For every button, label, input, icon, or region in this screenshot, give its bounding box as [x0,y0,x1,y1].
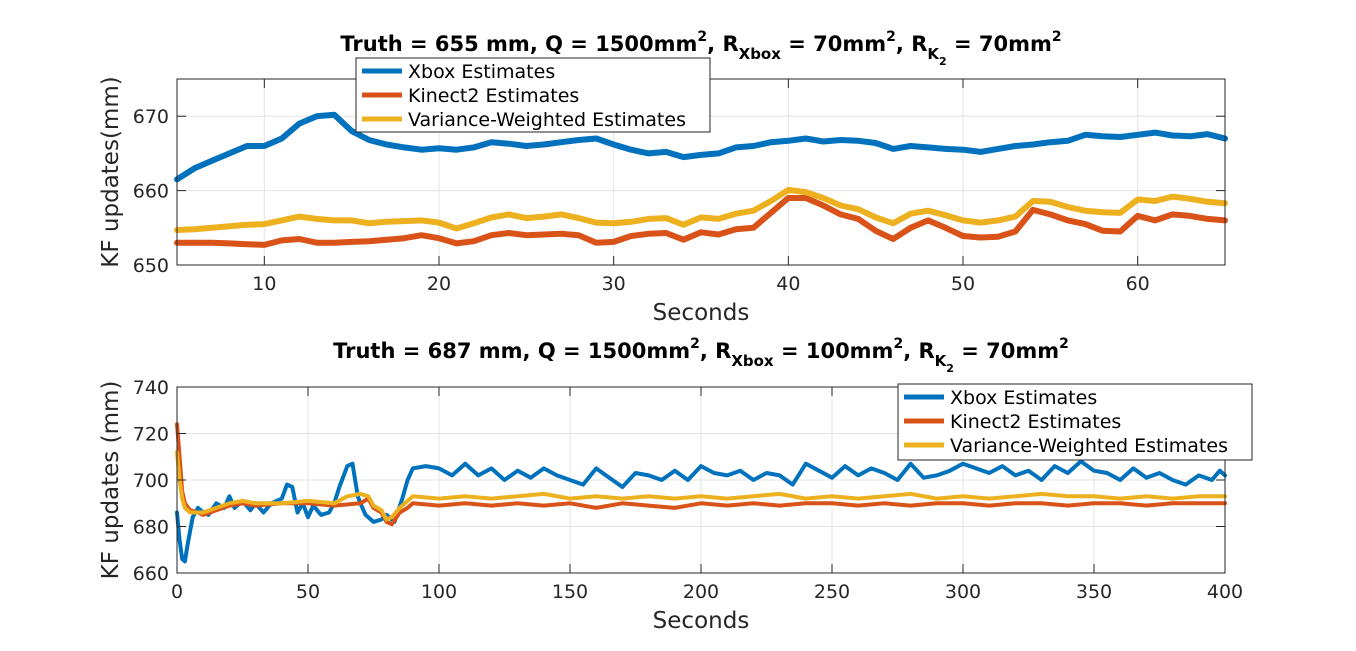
title-sep: , [530,32,538,56]
legend-label: Variance-Weighted Estimates [950,435,1228,457]
top-chart: Truth = 655 mm, Q = 1500mm2, RXbox = 70m… [98,29,1228,326]
title-q-sup: 2 [697,29,707,45]
legend-label: Xbox Estimates [950,387,1097,409]
title-r-k-subsub: 2 [939,55,947,68]
title-r-xbox-val: = 100mm [781,339,894,363]
title-q: Q = 1500mm [545,32,697,56]
x-tick-label: 100 [421,581,457,603]
title-r-k-val: = 70mm [954,32,1052,56]
title-sep: , [896,32,904,56]
title-r-k-sup: 2 [1052,29,1062,45]
title-truth: Truth = 687 mm [333,339,522,363]
series-line-kinect2-estimates [174,195,1228,248]
title-r-xbox: R [722,32,738,56]
title-r-k-sub: K [935,352,948,370]
x-tick-label: 50 [951,273,975,295]
bottom-chart-title: Truth = 687 mm, Q = 1500mm2, RXbox = 100… [333,336,1069,375]
bottom-chart-series [175,422,1227,564]
y-tick-label: 660 [133,563,169,585]
legend-label: Variance-Weighted Estimates [408,109,686,131]
series-line-variance-weighted-estimates [175,450,1227,522]
title-r-k-sup: 2 [1059,336,1069,352]
title-r-xbox-sup: 2 [886,29,896,45]
top-chart-series [174,111,1228,248]
series-line-kinect2-estimates [175,422,1227,527]
x-tick-label: 40 [776,273,800,295]
x-tick-label: 300 [945,581,981,603]
title-r-xbox: R [715,339,731,363]
title-r-k: R [911,32,927,56]
y-tick-label: 680 [133,517,169,539]
title-r-xbox-sub: Xbox [731,352,774,370]
top-chart-xlabel: Seconds [653,300,750,326]
top-chart-title: Truth = 655 mm, Q = 1500mm2, RXbox = 70m… [340,29,1061,68]
title-q: Q = 1500mm [538,339,690,363]
title-r-xbox-val: = 70mm [788,32,886,56]
title-sep: , [903,339,911,363]
legend-label: Xbox Estimates [408,61,555,83]
x-tick-label: 400 [1207,581,1243,603]
bottom-chart: Truth = 687 mm, Q = 1500mm2, RXbox = 100… [98,336,1253,634]
legend-label: Kinect2 Estimates [408,85,579,107]
bottom-chart-ticks: 0 50 100 150 200 250 300 350 400 660 680 700 720 740 [133,377,1243,603]
title-r-k-val: = 70mm [961,339,1059,363]
y-tick-label: 740 [133,377,169,399]
title-r-xbox-sup: 2 [893,336,903,352]
top-chart-ticks: 10 20 30 40 50 60 650 660 670 [133,79,1225,295]
legend-label: Kinect2 Estimates [950,411,1121,433]
title-r-xbox-sub: Xbox [739,45,782,63]
bottom-legend-box [897,383,1253,461]
y-tick-label: 660 [133,181,169,203]
y-tick-label: 670 [133,106,169,128]
title-r-k-sub: K [927,45,940,63]
top-legend-box [355,57,711,133]
series-line-xbox-estimates [174,111,1228,183]
x-tick-label: 350 [1076,581,1112,603]
x-tick-label: 10 [252,273,276,295]
title-r-k: R [919,339,935,363]
x-tick-label: 30 [602,273,626,295]
x-tick-label: 250 [814,581,850,603]
title-sep: , [707,32,715,56]
bottom-chart-xlabel: Seconds [653,608,750,634]
x-tick-label: 150 [552,581,588,603]
x-tick-label: 0 [171,581,183,603]
x-tick-label: 50 [296,581,320,603]
title-truth: Truth = 655 mm [340,32,529,56]
x-tick-label: 60 [1126,273,1150,295]
series-line-variance-weighted-estimates [174,186,1228,233]
title-r-k-subsub: 2 [946,362,954,375]
bottom-chart-ylabel: KF updates (mm) [98,381,124,580]
title-q-sup: 2 [690,336,700,352]
title-sep: , [700,339,708,363]
x-tick-label: 20 [427,273,451,295]
top-chart-ylabel: KF updates(mm) [98,76,124,267]
y-tick-label: 700 [133,470,169,492]
x-tick-label: 200 [683,581,719,603]
y-tick-label: 650 [133,255,169,277]
title-sep: , [523,339,531,363]
y-tick-label: 720 [133,424,169,446]
